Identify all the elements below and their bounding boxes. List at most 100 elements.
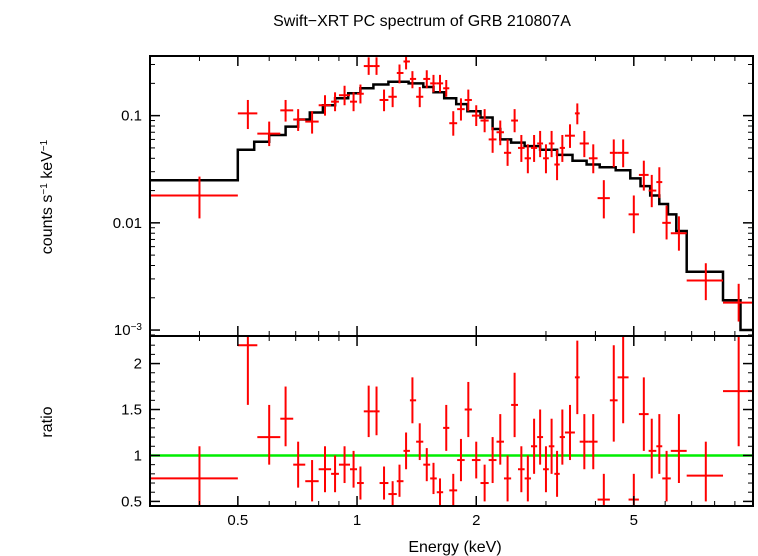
bottom-y-tick-label: 1.5	[121, 402, 142, 419]
spectrum-data-point	[670, 216, 687, 251]
ratio-data-point	[648, 418, 657, 479]
top-y-tick-label: 0.1	[121, 108, 142, 125]
ratio-data-point	[237, 336, 258, 405]
spectrum-data-point	[648, 174, 657, 208]
ratio-data-point	[331, 455, 339, 493]
ratio-data-point	[554, 450, 560, 497]
spectrum-data-point	[609, 139, 618, 168]
spectrum-data-point	[373, 57, 380, 75]
ratio-data-point	[449, 473, 458, 506]
model-curve	[150, 80, 753, 332]
ratio-data-point	[488, 437, 497, 484]
y-axis-label-ratio: ratio	[39, 406, 56, 437]
spectrum-data-point	[588, 144, 598, 174]
ratio-data-point	[548, 418, 555, 474]
spectrum-data-point	[530, 134, 538, 162]
ratio-data-point	[511, 372, 519, 438]
ratio-data-point	[338, 446, 351, 484]
spectrum-data-point	[543, 144, 549, 174]
spectrum-data-point	[379, 89, 389, 112]
ratio-data-point	[464, 381, 472, 438]
spectrum-data-point	[723, 283, 753, 322]
ratio-data-point	[416, 423, 424, 461]
top-y-tick-label: 10−3	[114, 322, 143, 340]
ratio-data-point	[443, 404, 450, 451]
spectrum-data-point	[471, 105, 481, 127]
ratio-data-point	[350, 450, 358, 488]
ratio-data-point	[503, 455, 512, 502]
ratio-data-point	[373, 386, 380, 436]
spectrum-data-point	[449, 111, 458, 136]
ratio-data-point	[403, 432, 410, 470]
ratio-data-point	[686, 441, 724, 502]
ratio-data-point	[537, 409, 544, 465]
spectrum-data-point	[338, 85, 351, 106]
y-axis-label-counts: counts s−1 keV−1	[39, 139, 57, 254]
ratio-data-point	[388, 481, 397, 506]
spectrum-data-point	[554, 149, 560, 181]
spectrum-data-point	[628, 195, 639, 234]
spectrum-data-point	[436, 74, 444, 93]
spectrum-data-point	[559, 134, 565, 162]
spectrum-data-point	[237, 99, 258, 130]
ratio-data-point	[480, 464, 489, 502]
bottom-y-tick-label: 1	[134, 447, 142, 464]
spectrum-data-point	[423, 70, 431, 89]
spectrum-data-point	[443, 79, 450, 97]
ratio-data-point	[457, 438, 465, 482]
ratio-data-point	[518, 446, 525, 493]
spectrum-data-point	[457, 98, 465, 121]
ratio-data-point	[409, 377, 417, 424]
ratio-data-point	[496, 414, 504, 465]
ratio-data-point	[597, 473, 610, 506]
ratio-data-point	[430, 462, 437, 495]
spectrum-data-point	[350, 92, 358, 112]
x-tick-label: 5	[630, 512, 638, 529]
spectrum-data-point	[662, 205, 671, 240]
spectrum-data-point	[496, 120, 504, 146]
ratio-data-point	[662, 450, 671, 502]
bottom-panel-frame	[149, 335, 754, 507]
spectrum-data-point	[280, 99, 294, 122]
x-tick-label: 2	[472, 512, 480, 529]
ratio-data-point	[318, 446, 332, 493]
ratio-data-point	[524, 455, 531, 502]
ratio-data-point	[423, 448, 431, 482]
spectrum-data-point	[403, 56, 410, 70]
ratio-data-point	[363, 385, 374, 438]
spectrum-data-point	[488, 127, 497, 153]
spectrum-data-point	[537, 130, 544, 158]
ratio-data-point	[396, 464, 404, 497]
spectrum-data-point	[579, 130, 589, 158]
spectrum-data-point	[480, 109, 489, 133]
bottom-y-tick-label: 2	[134, 356, 142, 373]
ratio-data-point	[280, 386, 294, 447]
spectrum-data-point	[257, 121, 281, 147]
spectrum-data-point	[331, 92, 339, 112]
chart-title: Swift−XRT PC spectrum of GRB 210807A	[273, 13, 571, 30]
ratio-data-point	[379, 466, 389, 500]
x-axis-label: Energy (keV)	[408, 539, 501, 556]
spectrum-data-point	[617, 139, 629, 168]
spectrum-data-point	[357, 84, 364, 104]
ratio-data-point	[305, 460, 319, 502]
bottom-y-tick-label: 0.5	[121, 493, 142, 510]
spectrum-data-point	[150, 176, 238, 219]
ratio-data-point	[564, 404, 575, 461]
ratio-data-point	[293, 441, 306, 488]
spectrum-data-point	[363, 57, 374, 75]
spectrum-data-point	[518, 134, 525, 162]
spectrum-data-point	[511, 109, 519, 133]
spectrum-data-point	[388, 86, 397, 108]
ratio-data-point	[670, 414, 687, 484]
ratio-data-point	[609, 345, 618, 442]
ratio-data-point	[150, 446, 238, 506]
x-tick-label: 1	[353, 512, 361, 529]
ratio-data-point	[574, 340, 580, 415]
ratio-data-point	[471, 441, 481, 479]
spectrum-data-point	[564, 124, 575, 148]
ratio-data-point	[543, 446, 549, 493]
ratio-panel: 0.5 1 1.5 2 0.5 1 2 5	[121, 335, 754, 529]
ratio-data-point	[638, 377, 649, 451]
